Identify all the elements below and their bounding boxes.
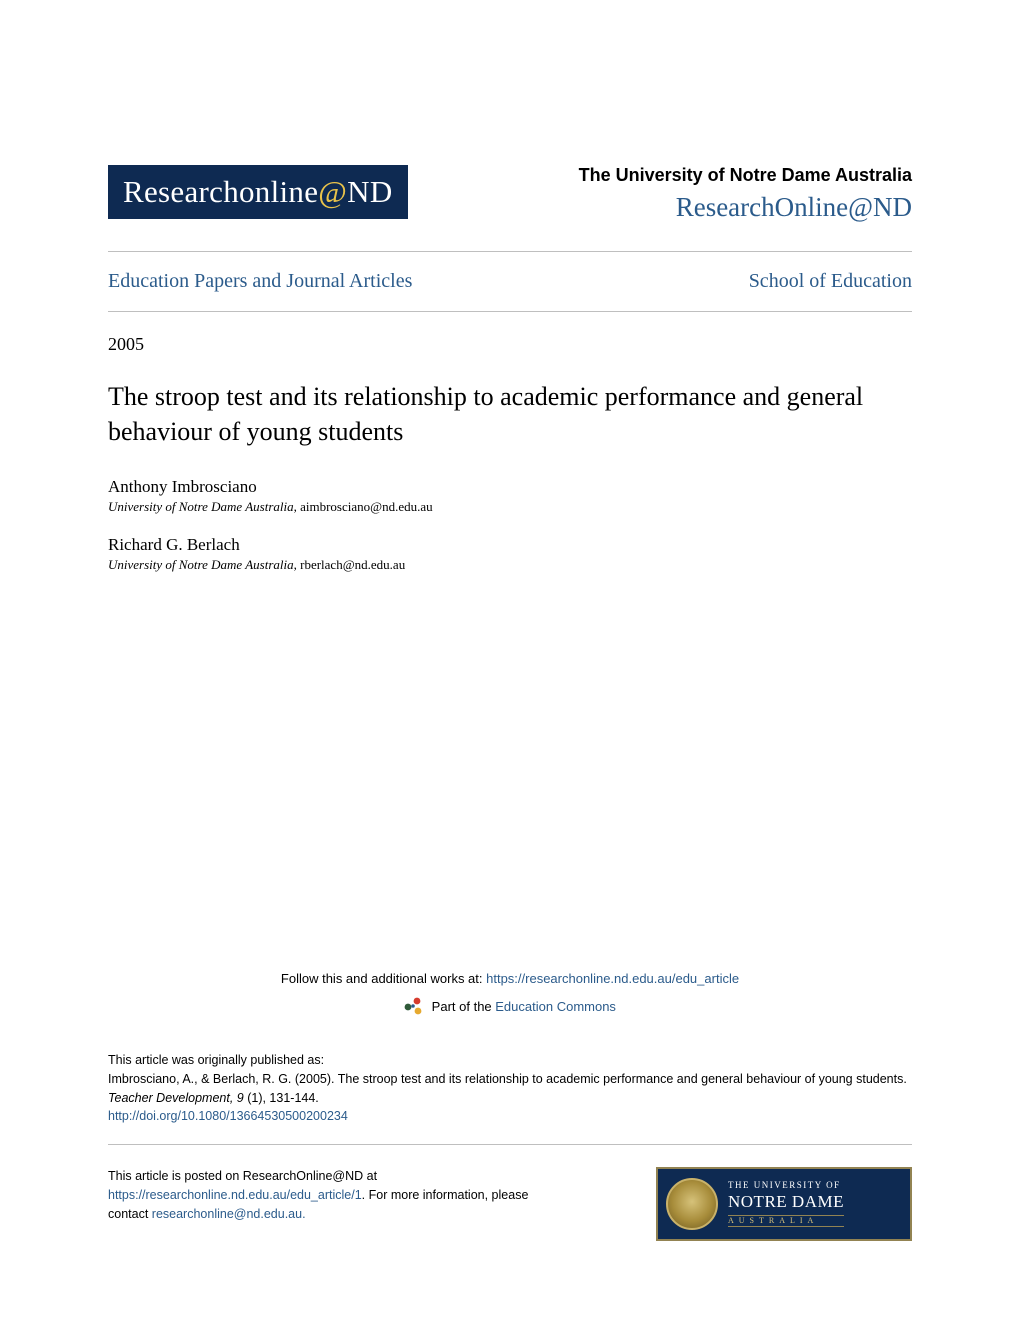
repo-name-link[interactable]: ResearchOnline@ND bbox=[579, 192, 912, 223]
author-email: rberlach@nd.edu.au bbox=[300, 557, 405, 572]
page-container: Researchonline@ND The University of Notr… bbox=[0, 0, 1020, 1301]
footer-url-link[interactable]: https://researchonline.nd.edu.au/edu_art… bbox=[108, 1188, 362, 1202]
follow-row: Follow this and additional works at: htt… bbox=[108, 971, 912, 986]
header-right: The University of Notre Dame Australia R… bbox=[579, 165, 912, 223]
citation-pages: (1), 131-144. bbox=[244, 1091, 319, 1105]
author-affiliation: University of Notre Dame Australia, rber… bbox=[108, 557, 912, 573]
doi-link[interactable]: http://doi.org/10.1080/13664530500200234 bbox=[108, 1109, 348, 1123]
follow-url-link[interactable]: https://researchonline.nd.edu.au/edu_art… bbox=[486, 971, 739, 986]
seal-top-text: THE UNIVERSITY OF bbox=[728, 1181, 844, 1191]
footer-line1: This article is posted on ResearchOnline… bbox=[108, 1169, 377, 1183]
logo-suffix: ND bbox=[347, 174, 392, 209]
school-link[interactable]: School of Education bbox=[749, 270, 912, 293]
footer-divider bbox=[108, 1144, 912, 1145]
seal-text: THE UNIVERSITY OF NOTRE DAME AUSTRALIA bbox=[728, 1181, 844, 1227]
citation-text: Imbrosciano, A., & Berlach, R. G. (2005)… bbox=[108, 1072, 907, 1086]
citation-journal: Teacher Development, 9 bbox=[108, 1091, 244, 1105]
author-block-2: Richard G. Berlach University of Notre D… bbox=[108, 535, 912, 573]
seal-main-text: NOTRE DAME bbox=[728, 1193, 844, 1212]
part-of-link[interactable]: Education Commons bbox=[495, 999, 616, 1014]
author-affiliation: University of Notre Dame Australia, aimb… bbox=[108, 499, 912, 515]
seal-bottom-text: AUSTRALIA bbox=[728, 1215, 844, 1228]
seal-emblem-icon bbox=[666, 1178, 718, 1230]
author-name: Anthony Imbrosciano bbox=[108, 477, 912, 497]
divider-bottom bbox=[108, 311, 912, 312]
publication-year: 2005 bbox=[108, 334, 912, 355]
article-title: The stroop test and its relationship to … bbox=[108, 379, 912, 449]
university-name: The University of Notre Dame Australia bbox=[579, 165, 912, 186]
header-row: Researchonline@ND The University of Notr… bbox=[108, 165, 912, 223]
citation-block: This article was originally published as… bbox=[108, 1051, 912, 1126]
collection-link[interactable]: Education Papers and Journal Articles bbox=[108, 270, 412, 293]
citation-intro: This article was originally published as… bbox=[108, 1051, 912, 1070]
collection-row: Education Papers and Journal Articles Sc… bbox=[108, 252, 912, 311]
author-block-1: Anthony Imbrosciano University of Notre … bbox=[108, 477, 912, 515]
university-seal: THE UNIVERSITY OF NOTRE DAME AUSTRALIA bbox=[656, 1167, 912, 1241]
footer-email-link[interactable]: researchonline@nd.edu.au. bbox=[152, 1207, 306, 1221]
follow-text: Follow this and additional works at: bbox=[281, 971, 486, 986]
logo-at: @ bbox=[318, 174, 347, 209]
author-email: aimbrosciano@nd.edu.au bbox=[300, 499, 433, 514]
author-institution: University of Notre Dame Australia bbox=[108, 499, 294, 514]
part-of-row: Part of the Education Commons bbox=[108, 996, 912, 1019]
footer-text: This article is posted on ResearchOnline… bbox=[108, 1167, 538, 1223]
repo-logo: Researchonline@ND bbox=[108, 165, 408, 219]
footer-row: This article is posted on ResearchOnline… bbox=[108, 1167, 912, 1241]
citation-body: Imbrosciano, A., & Berlach, R. G. (2005)… bbox=[108, 1070, 912, 1108]
logo-prefix: Researchonline bbox=[123, 174, 318, 209]
part-of-prefix: Part of the bbox=[432, 999, 496, 1014]
network-icon bbox=[404, 996, 424, 1019]
author-institution: University of Notre Dame Australia bbox=[108, 557, 294, 572]
author-name: Richard G. Berlach bbox=[108, 535, 912, 555]
